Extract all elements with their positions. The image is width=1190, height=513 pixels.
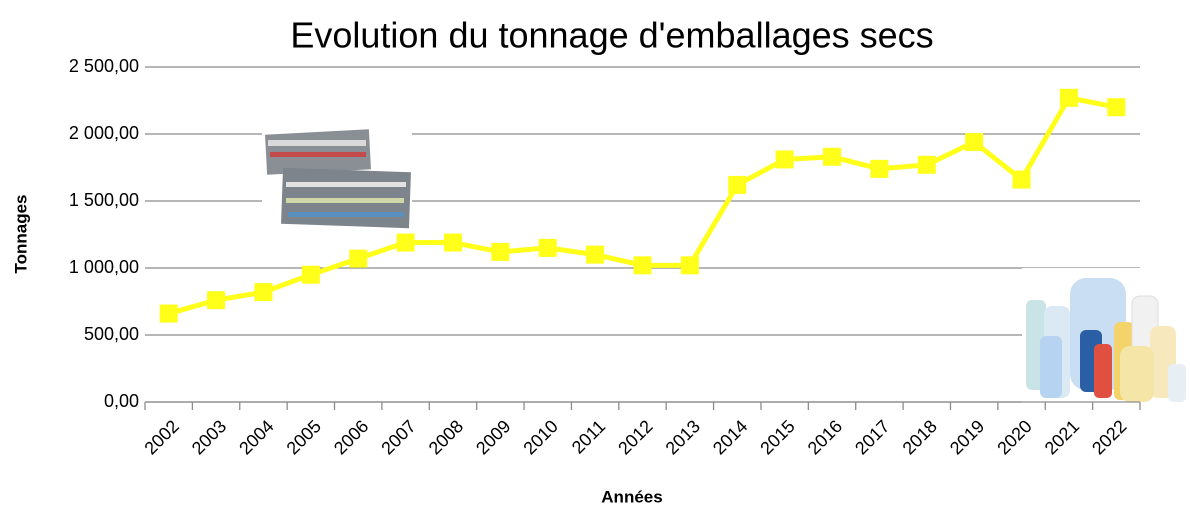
marker: [349, 249, 368, 268]
bottles: [1026, 278, 1186, 402]
marker: [728, 175, 747, 194]
y-axis-label: Tonnages: [11, 194, 30, 273]
marker: [870, 159, 889, 178]
x-tick-label: 2003: [188, 416, 230, 458]
y-tick-label: 500,00: [84, 324, 139, 344]
paper: [286, 198, 404, 203]
marker: [1012, 170, 1031, 189]
marker: [586, 245, 605, 264]
x-axis-label: Années: [601, 487, 662, 506]
marker: [917, 155, 936, 174]
paper: [270, 152, 366, 157]
x-tick-label: 2004: [235, 416, 277, 458]
paper: [286, 182, 406, 187]
x-tick-label: 2009: [472, 416, 514, 458]
x-tick-label: 2010: [519, 416, 561, 458]
x-tick-label: 2008: [425, 416, 467, 458]
bottle: [1094, 344, 1112, 398]
x-tick-label: 2017: [851, 416, 893, 458]
x-tick-label: 2015: [756, 416, 798, 458]
bottle: [1040, 336, 1062, 398]
marker: [823, 147, 842, 166]
marker: [443, 233, 462, 252]
marker: [538, 238, 557, 257]
x-tick-label: 2006: [330, 416, 372, 458]
x-tick-label: 2002: [140, 416, 182, 458]
marker: [1059, 88, 1078, 107]
bottle: [1168, 364, 1186, 402]
x-tick-label: 2007: [377, 416, 419, 458]
marker: [1107, 98, 1126, 117]
x-tick-label: 2020: [993, 416, 1035, 458]
marker: [491, 242, 510, 261]
x-tick-label: 2021: [1041, 416, 1083, 458]
x-tick-label: 2013: [662, 416, 704, 458]
marker: [254, 283, 273, 302]
x-tick-label: 2016: [804, 416, 846, 458]
marker: [965, 133, 984, 152]
x-tick-label: 2011: [568, 416, 610, 458]
marker: [396, 233, 415, 252]
x-tick-label: 2019: [946, 416, 988, 458]
y-tick-label: 2 000,00: [69, 123, 139, 143]
marker: [207, 291, 226, 310]
marker: [633, 256, 652, 275]
x-tick-label: 2014: [709, 416, 751, 458]
x-tick-label: 2022: [1088, 416, 1130, 458]
y-tick-label: 1 000,00: [69, 257, 139, 277]
marker: [159, 304, 178, 323]
x-tick-label: 2012: [614, 416, 656, 458]
y-tick-label: 0,00: [104, 391, 139, 411]
y-tick-label: 2 500,00: [69, 56, 139, 76]
chart-title: Evolution du tonnage d'emballages secs: [290, 15, 933, 56]
x-axis: [144, 401, 1141, 410]
marker: [680, 256, 699, 275]
marker: [775, 150, 794, 169]
plot: [159, 88, 1126, 323]
bottle: [1120, 346, 1154, 402]
grid: [145, 66, 1140, 403]
paper: [288, 212, 404, 217]
decorations: [262, 126, 1190, 408]
paper: [268, 140, 366, 146]
newspaper-stack: [265, 129, 411, 229]
marker: [301, 265, 320, 284]
y-tick-label: 1 500,00: [69, 190, 139, 210]
x-tick-label: 2005: [283, 416, 325, 458]
x-tick-label: 2018: [899, 416, 941, 458]
